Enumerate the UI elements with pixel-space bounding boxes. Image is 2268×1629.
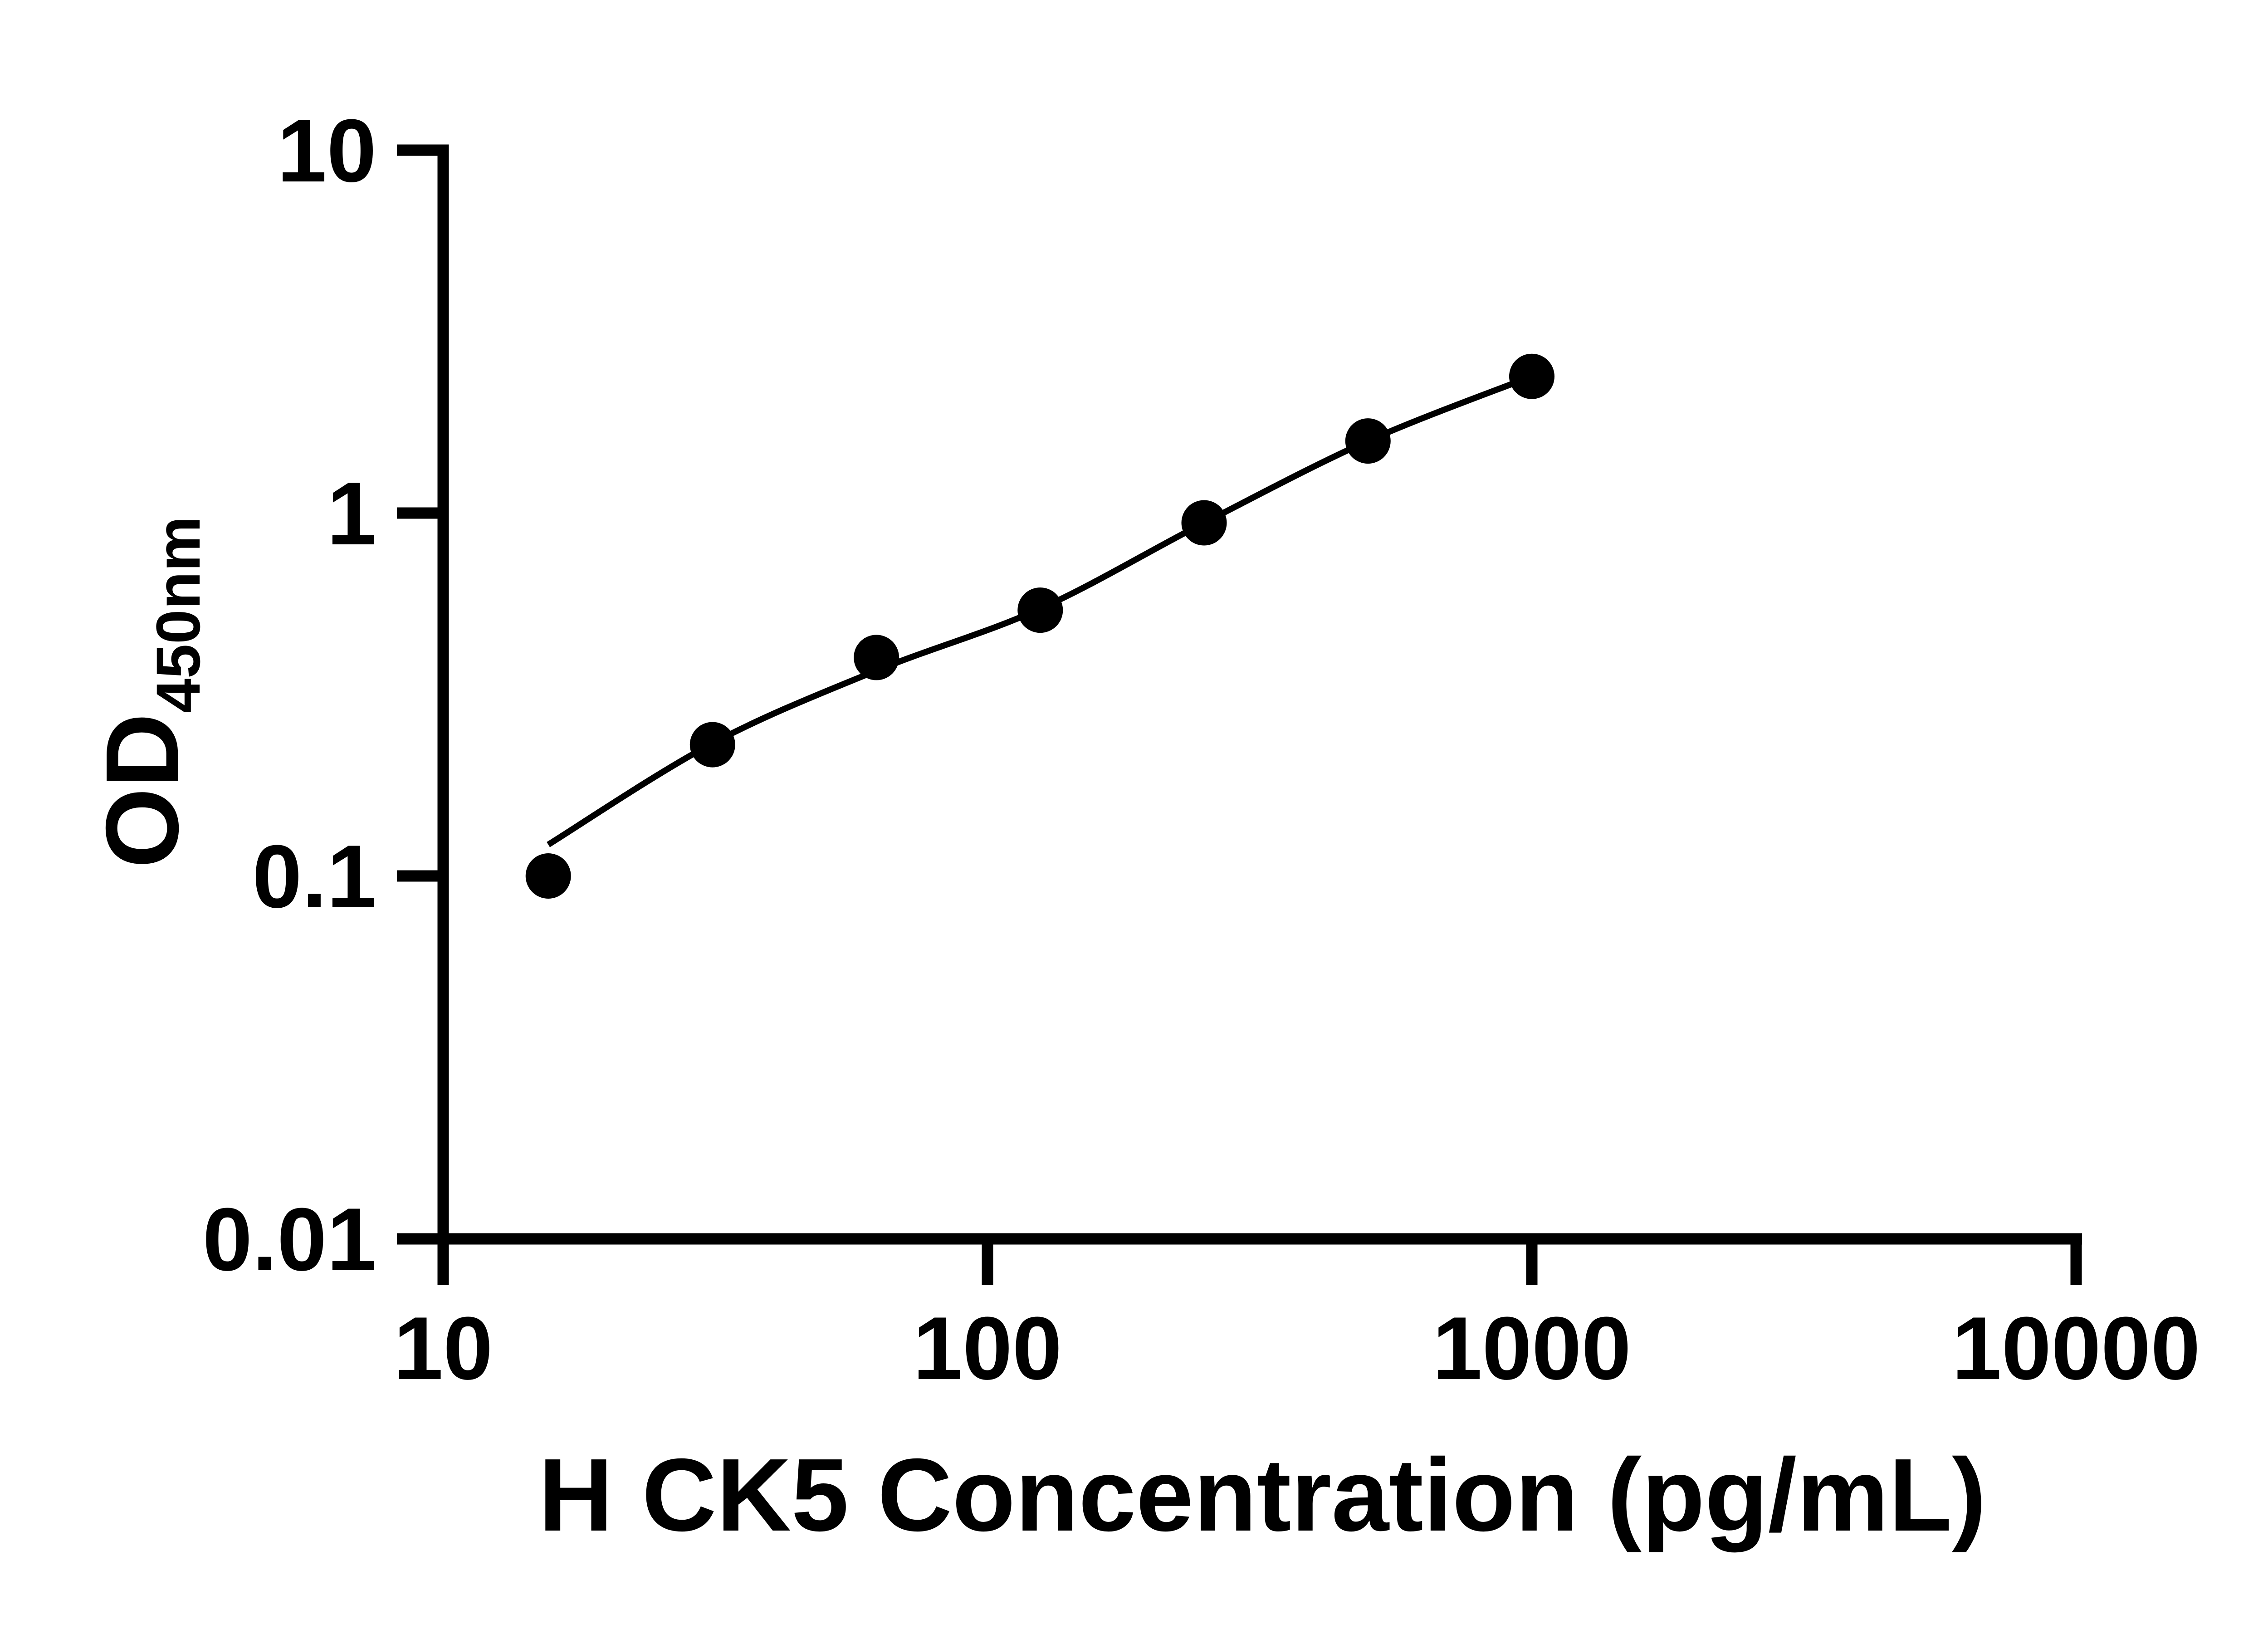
data-point bbox=[525, 853, 571, 899]
data-point bbox=[689, 722, 735, 768]
axes-layer bbox=[397, 144, 2082, 1285]
y-axis-tick-label: 1 bbox=[327, 464, 376, 563]
data-point bbox=[1345, 418, 1391, 464]
y-axis-title-main: OD bbox=[85, 713, 200, 868]
x-axis-tick-label: 10 bbox=[393, 1298, 493, 1398]
data-point bbox=[1181, 500, 1227, 546]
y-axis-tick-label: 0.1 bbox=[252, 827, 376, 926]
y-axis-tick-label: 10 bbox=[277, 101, 376, 201]
data-point bbox=[1509, 353, 1554, 399]
x-axis-tick-label: 100 bbox=[913, 1298, 1062, 1398]
y-axis-title: OD450nm bbox=[85, 516, 213, 868]
x-axis-tick-label: 1000 bbox=[1432, 1298, 1631, 1398]
x-axis-title: H CK5 Concentration (pg/mL) bbox=[538, 1438, 1986, 1553]
tick-labels-layer: 10 100 1000 10000 10 1 0.1 0.01 bbox=[203, 101, 2200, 1398]
y-axis-title-subscript: 450nm bbox=[144, 516, 213, 713]
data-points-layer bbox=[525, 353, 1554, 899]
y-axis-tick-label: 0.01 bbox=[203, 1189, 376, 1289]
x-axis-tick-label: 10000 bbox=[1952, 1298, 2200, 1398]
data-point bbox=[1017, 587, 1063, 633]
data-point bbox=[854, 635, 899, 680]
